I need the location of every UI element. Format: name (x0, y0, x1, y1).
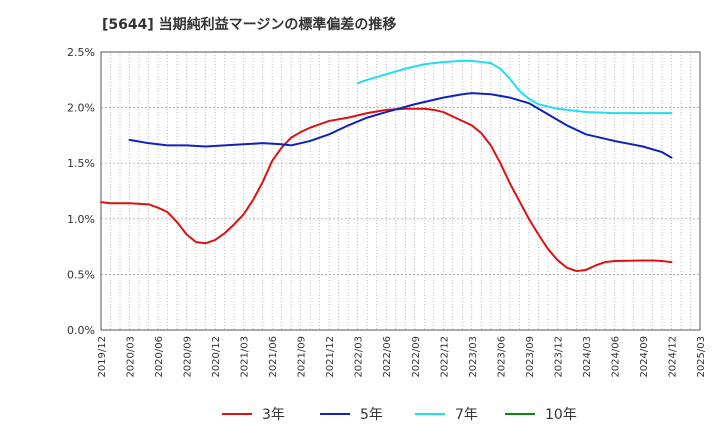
legend-label: 3年 (262, 407, 285, 423)
y-axis-ticks: 0.0% 0.5% 1.0% 1.5% 2.0% 2.5% (67, 46, 95, 337)
x-tick-label: 2020/09 (183, 336, 194, 378)
x-tick-label: 2023/06 (496, 336, 507, 378)
y-tick-label: 0.0% (67, 324, 95, 337)
chart-legend: 3年 5年 7年 10年 (0, 402, 720, 426)
x-tick-label: 2021/09 (297, 336, 308, 378)
legend-swatch (415, 413, 445, 415)
y-tick-label: 1.0% (67, 213, 95, 226)
x-tick-label: 2024/09 (639, 336, 650, 378)
grid-layer (101, 52, 700, 330)
y-tick-label: 2.0% (67, 102, 95, 115)
x-tick-label: 2021/03 (240, 336, 251, 378)
x-tick-label: 2022/12 (439, 336, 450, 378)
legend-swatch (222, 413, 252, 415)
legend-label: 7年 (455, 407, 478, 423)
x-tick-label: 2020/03 (126, 336, 137, 378)
legend-item: 10年 (505, 402, 577, 426)
x-axis-ticks: 2019/12 2020/03 2020/06 2020/09 2020/12 2021/… (97, 336, 707, 378)
series-layer (100, 59, 673, 273)
y-tick-label: 0.5% (67, 268, 95, 281)
chart-title: [5644] 当期純利益マージンの標準偏差の推移 (102, 17, 397, 33)
legend-item: 5年 (320, 402, 383, 426)
legend-item: 7年 (415, 402, 478, 426)
y-tick-label: 1.5% (67, 157, 95, 170)
x-tick-label: 2022/06 (382, 336, 393, 378)
x-tick-label: 2023/03 (468, 336, 479, 378)
legend-swatch (320, 413, 350, 415)
legend-label: 5年 (360, 407, 383, 423)
x-tick-label: 2021/06 (268, 336, 279, 378)
plot-frame (100, 51, 701, 331)
legend-label: 10年 (545, 407, 577, 423)
x-tick-label: 2023/12 (553, 336, 564, 378)
legend-swatch (505, 413, 535, 415)
series-line-7年 (356, 59, 673, 115)
x-tick-label: 2021/12 (325, 336, 336, 378)
x-tick-label: 2022/09 (411, 336, 422, 378)
x-tick-label: 2023/09 (525, 336, 536, 378)
legend-item: 3年 (222, 402, 285, 426)
series-line-3年 (100, 107, 673, 273)
x-tick-label: 2025/03 (696, 336, 707, 378)
y-tick-label: 2.5% (67, 46, 95, 59)
series-line-5年 (128, 92, 673, 159)
x-tick-label: 2024/03 (582, 336, 593, 378)
x-tick-label: 2022/03 (354, 336, 365, 378)
x-tick-label: 2019/12 (97, 336, 108, 378)
x-tick-label: 2020/06 (154, 336, 165, 378)
x-tick-label: 2020/12 (211, 336, 222, 378)
x-tick-label: 2024/06 (610, 336, 621, 378)
x-tick-label: 2024/12 (667, 336, 678, 378)
